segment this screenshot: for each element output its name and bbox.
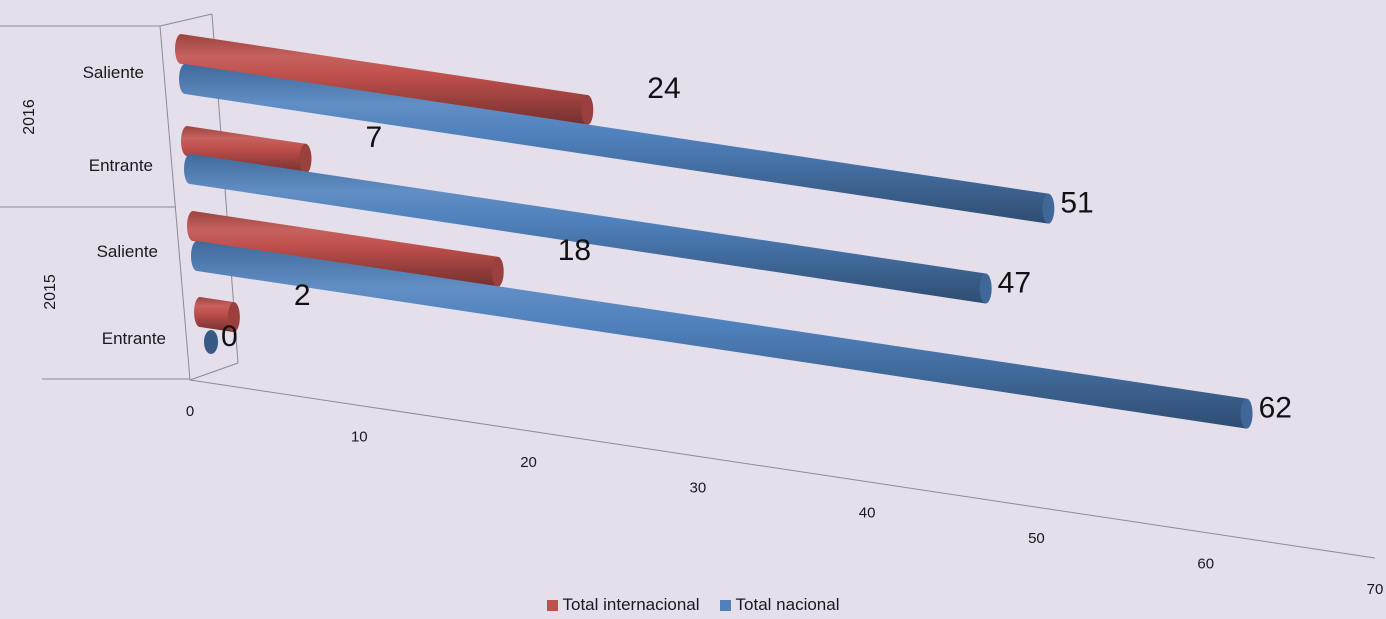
legend-label-internacional: Total internacional (562, 595, 700, 614)
data-labels: 24 51 7 47 18 62 2 0 (221, 72, 1292, 425)
category-label: Saliente (83, 63, 144, 82)
data-label: 18 (558, 234, 591, 267)
x-tick-label: 30 (690, 479, 707, 496)
category-label: Saliente (97, 242, 158, 261)
data-label: 24 (647, 72, 680, 105)
data-label: 2 (294, 279, 311, 312)
bar-body (191, 241, 1247, 429)
data-label: 62 (1259, 392, 1292, 425)
x-tick-label: 10 (351, 428, 368, 445)
data-label: 51 (1060, 187, 1093, 220)
bar-body (187, 211, 498, 287)
x-tick-label: 20 (520, 454, 537, 471)
data-label: 47 (998, 267, 1031, 300)
legend-label-nacional: Total nacional (735, 595, 840, 614)
bar-end-cap (581, 95, 594, 126)
data-label: 0 (221, 320, 238, 353)
bar-body (184, 154, 986, 304)
bar-zero-cap (204, 330, 218, 354)
category-label: Entrante (89, 156, 153, 175)
x-tick-label: 50 (1028, 530, 1045, 547)
bar-end-cap (1042, 193, 1055, 224)
x-tick-label: 40 (859, 505, 876, 522)
bar-end-cap (491, 256, 504, 287)
bar-body (181, 126, 306, 174)
legend-swatch-nacional (719, 599, 731, 611)
back-wall-top-edge (159, 13, 213, 27)
data-label: 7 (366, 121, 383, 154)
floor-left-edge (189, 362, 239, 381)
bar-end-cap (1240, 398, 1253, 429)
bar-end-cap (227, 302, 240, 333)
y-axis-line (159, 25, 191, 381)
category-label: Entrante (102, 329, 166, 348)
legend-item-nacional: Total nacional (719, 595, 840, 615)
legend: Total internacional Total nacional (0, 594, 1386, 616)
x-tick-label: 70 (1367, 581, 1384, 598)
group-label: 2016 (21, 99, 38, 135)
legend-item-internacional: Total internacional (546, 595, 700, 615)
bar-body (179, 64, 1049, 224)
x-axis-ticks: 0 10 20 30 40 50 60 70 (186, 403, 1384, 598)
x-tick-label: 0 (186, 403, 194, 420)
bar-body (175, 34, 588, 126)
chart-bars (175, 34, 1253, 429)
x-axis-line (189, 379, 1376, 559)
bar-end-cap (979, 273, 992, 304)
legend-swatch-internacional (546, 599, 558, 611)
bar-body (194, 297, 234, 333)
x-tick-label: 60 (1197, 556, 1214, 573)
category-labels: Saliente Entrante Saliente Entrante 2016 2015 (21, 63, 166, 348)
group-label: 2015 (42, 274, 59, 310)
bar-end-cap (299, 143, 312, 174)
